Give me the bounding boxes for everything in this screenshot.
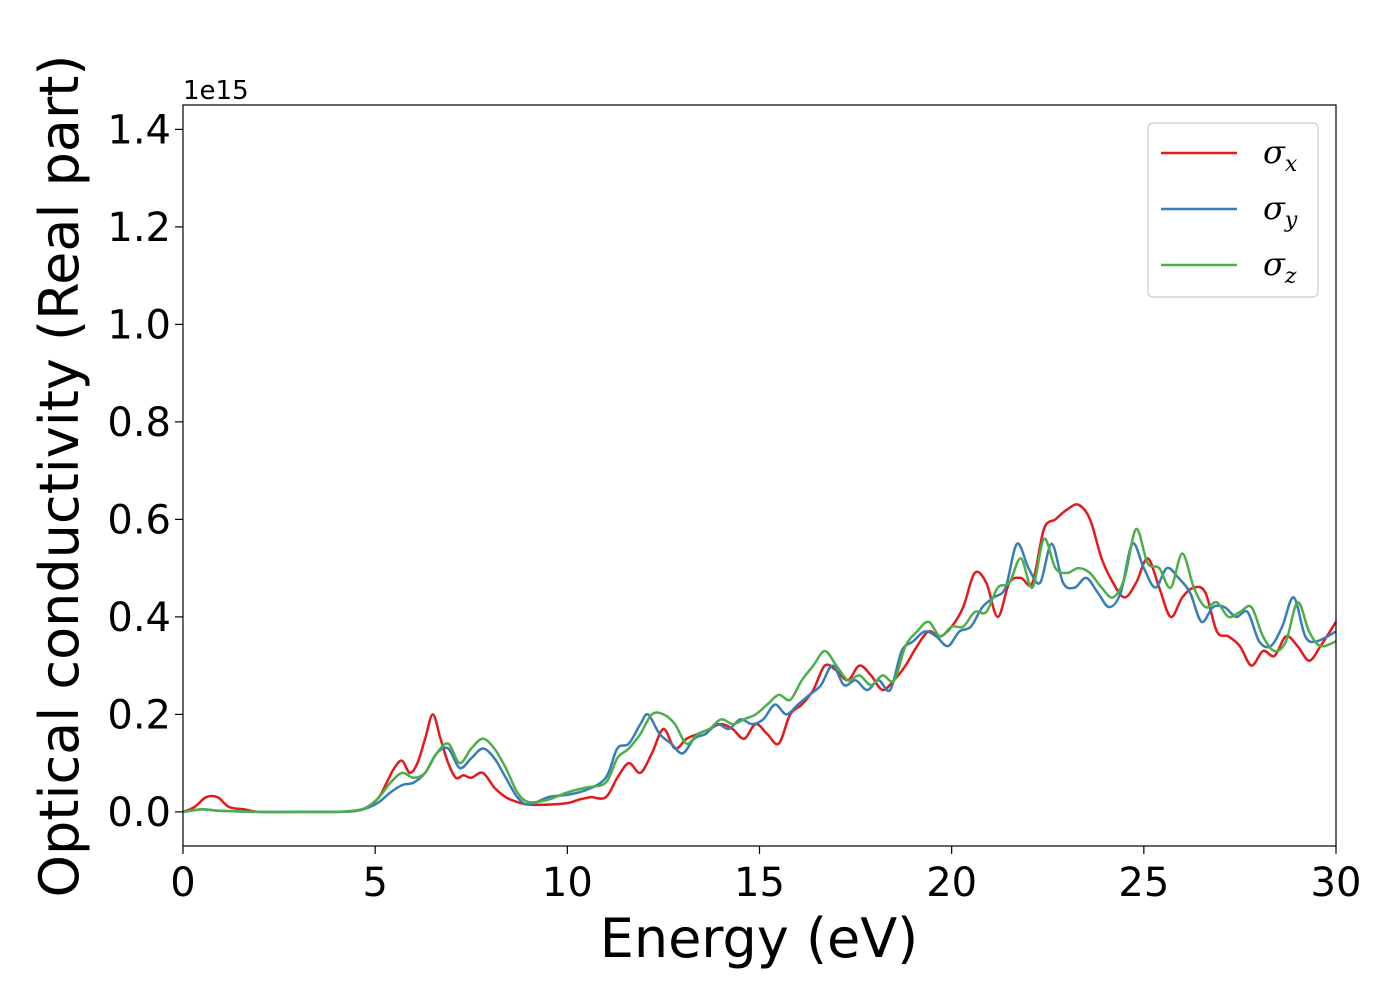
y-tick-label: 1.2	[107, 205, 171, 251]
x-tick-label: 0	[170, 860, 195, 906]
x-tick-label: 5	[362, 860, 387, 906]
x-tick-label: 30	[1311, 860, 1362, 906]
y-tick-label: 0.8	[107, 400, 171, 446]
x-tick-label: 15	[734, 860, 785, 906]
y-tick-label: 0.0	[107, 790, 171, 836]
x-axis-ticks: 0 5 10 15 20 25 30	[170, 846, 1361, 906]
y-axis-label: Optical conductivity (Real part)	[28, 55, 91, 898]
y-tick-label: 0.4	[107, 595, 171, 641]
series-line-y	[182, 542, 1337, 814]
x-tick-label: 25	[1118, 860, 1169, 906]
x-tick-label: 10	[542, 860, 593, 906]
series-line-x	[182, 503, 1338, 814]
y-tick-label: 1.4	[107, 107, 171, 153]
y-tick-label: 1.0	[107, 302, 171, 348]
y-offset-text: 1e15	[183, 76, 249, 106]
y-tick-label: 0.2	[107, 692, 171, 738]
y-tick-label: 0.6	[107, 497, 171, 543]
x-tick-label: 20	[926, 860, 977, 906]
series-layer	[182, 503, 1338, 814]
x-axis-label: Energy (eV)	[600, 907, 919, 970]
y-axis-ticks: 0.0 0.2 0.4 0.6 0.8 1.0 1.2 1.4	[107, 107, 183, 836]
series-line-z	[182, 527, 1337, 814]
